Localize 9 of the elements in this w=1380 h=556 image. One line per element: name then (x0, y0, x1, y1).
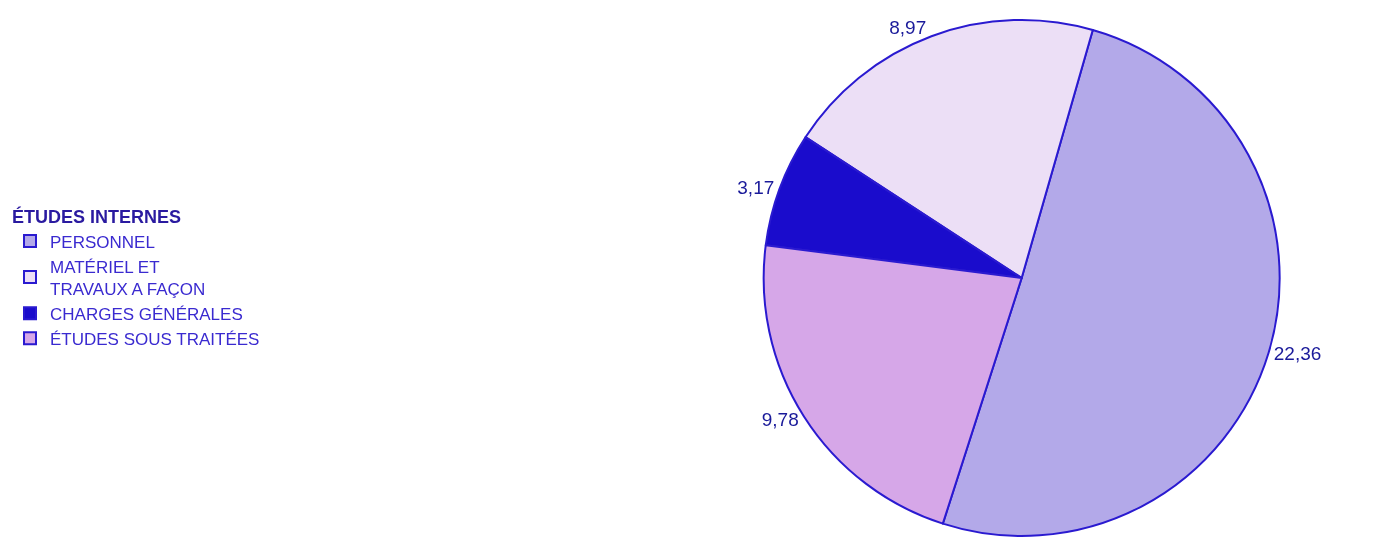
legend-label: ÉTUDES SOUS TRAITÉES (50, 329, 260, 349)
data-label: 22,36 (1273, 343, 1322, 365)
legend-label: CHARGES GÉNÉRALES (50, 304, 243, 324)
legend-title: ÉTUDES INTERNES (12, 206, 182, 228)
data-label: 9,78 (761, 408, 799, 430)
data-label: 3,17 (737, 177, 775, 199)
data-label: 8,97 (889, 16, 927, 38)
legend-label: MATÉRIEL ET TRAVAUX A FAÇON (50, 257, 206, 299)
legend-label: PERSONNEL (50, 232, 155, 252)
